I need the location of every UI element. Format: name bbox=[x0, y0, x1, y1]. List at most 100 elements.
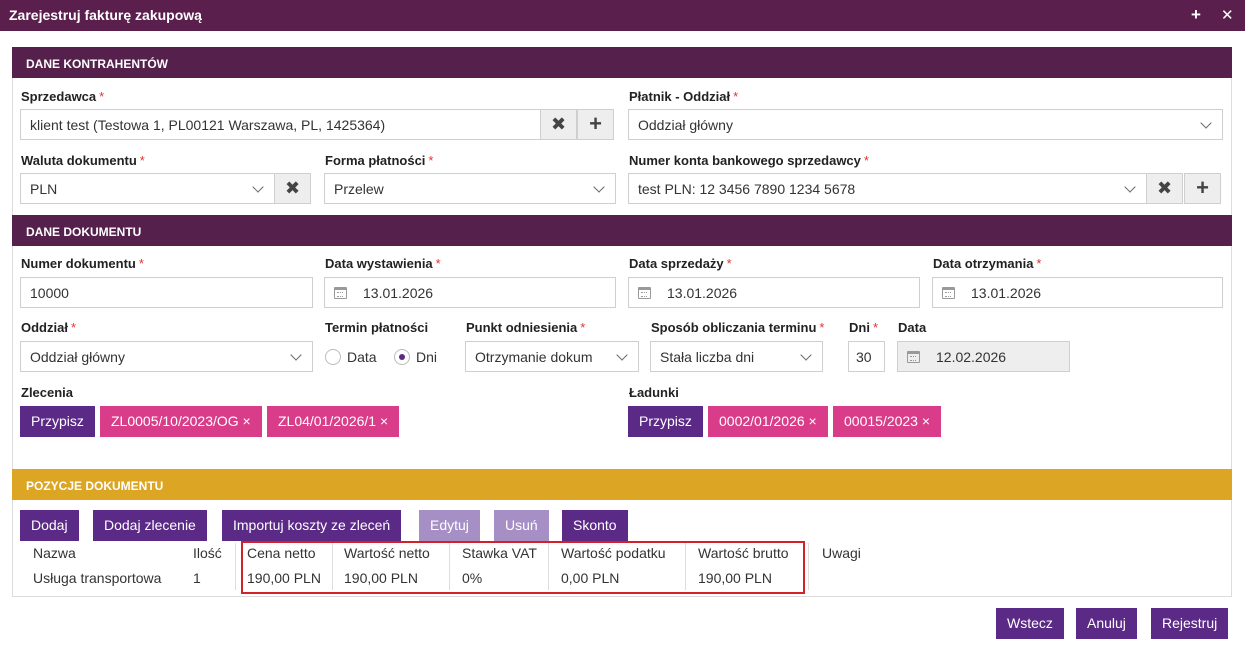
required-marker: * bbox=[1036, 256, 1042, 271]
termin-platnosci-label: Termin płatności bbox=[325, 320, 429, 335]
sprzedawca-field[interactable]: klient test (Testowa 1, PL00121 Warszawa… bbox=[20, 109, 541, 140]
oddzial-select[interactable]: Oddział główny bbox=[20, 341, 313, 372]
cell-stawka-vat[interactable]: 0% bbox=[462, 570, 483, 586]
sposob-label: Sposób obliczania terminu * bbox=[651, 320, 825, 335]
dodaj-button[interactable]: Dodaj bbox=[20, 510, 79, 541]
cell-wartosc-brutto[interactable]: 190,00 PLN bbox=[698, 570, 772, 586]
column-header-nazwa[interactable]: Nazwa bbox=[33, 545, 76, 561]
close-icon: ✖ bbox=[550, 114, 567, 134]
konto-label: Numer konta bankowego sprzedawcy * bbox=[629, 153, 869, 168]
waluta-select[interactable]: PLN bbox=[20, 173, 275, 204]
przypisz-ladunki-button[interactable]: Przypisz bbox=[628, 406, 703, 437]
required-marker: * bbox=[428, 153, 434, 168]
dni-input[interactable]: 30 bbox=[848, 341, 885, 372]
cell-wartosc-netto[interactable]: 190,00 PLN bbox=[344, 570, 418, 586]
sposob-obliczania-select[interactable]: Stała liczba dni bbox=[650, 341, 823, 372]
required-marker: * bbox=[138, 256, 144, 271]
close-icon[interactable]: ✕ bbox=[1221, 7, 1234, 24]
required-marker: * bbox=[733, 89, 739, 104]
dodaj-zlecenie-button[interactable]: Dodaj zlecenie bbox=[93, 510, 207, 541]
close-icon: ✖ bbox=[1156, 178, 1173, 198]
required-marker: * bbox=[580, 320, 586, 335]
termin-radio-data-label: Data bbox=[347, 349, 377, 365]
data-wystawienia-label: Data wystawienia * bbox=[325, 256, 441, 271]
przypisz-zlecenia-button[interactable]: Przypisz bbox=[20, 406, 95, 437]
termin-radio-dni-label: Dni bbox=[416, 349, 438, 365]
window-titlebar: Zarejestruj fakturę zakupową + ✕ bbox=[0, 0, 1245, 31]
platnik-label: Płatnik - Oddział * bbox=[629, 89, 739, 104]
window-title: Zarejestruj fakturę zakupową bbox=[9, 7, 202, 23]
platnik-select[interactable]: Oddział główny bbox=[628, 109, 1223, 140]
numer-label: Numer dokumentu * bbox=[21, 256, 144, 271]
close-icon: ✖ bbox=[284, 178, 301, 198]
section-header-pozycje: POZYCJE DOKUMENTU bbox=[12, 469, 1232, 500]
skonto-button[interactable]: Skonto bbox=[562, 510, 628, 541]
add-konto-button[interactable]: + bbox=[1184, 173, 1221, 204]
column-header-wartosc-brutto[interactable]: Wartość brutto bbox=[698, 545, 789, 561]
section-header-kontrahenci: DANE KONTRAHENTÓW bbox=[12, 47, 1232, 78]
data-label: Data bbox=[898, 320, 927, 335]
plus-icon[interactable]: + bbox=[1191, 5, 1201, 24]
calendar-icon bbox=[942, 287, 955, 299]
plus-icon: + bbox=[1196, 175, 1209, 200]
ladunki-label: Ładunki bbox=[629, 385, 679, 400]
ladunek-tag[interactable]: 0002/01/2026 × bbox=[708, 406, 828, 437]
calendar-icon bbox=[638, 287, 651, 299]
rejestruj-button[interactable]: Rejestruj bbox=[1151, 608, 1229, 639]
highlight-annotation-box bbox=[241, 541, 805, 594]
oddzial-label: Oddział * bbox=[21, 320, 77, 335]
required-marker: * bbox=[139, 153, 145, 168]
punkt-odniesienia-select[interactable]: Otrzymanie dokum bbox=[465, 341, 639, 372]
forma-platnosci-select[interactable]: Przelew bbox=[324, 173, 616, 204]
anuluj-button[interactable]: Anuluj bbox=[1076, 608, 1137, 639]
required-marker: * bbox=[872, 320, 879, 335]
data-sprzedazy-label: Data sprzedaży * bbox=[629, 256, 732, 271]
numer-dokumentu-input[interactable]: 10000 bbox=[20, 277, 313, 308]
cell-nazwa[interactable]: Usługa transportowa bbox=[33, 570, 162, 586]
column-separator bbox=[449, 543, 450, 590]
clear-konto-button[interactable]: ✖ bbox=[1146, 173, 1183, 204]
clear-waluta-button[interactable]: ✖ bbox=[274, 173, 311, 204]
cell-cena-netto[interactable]: 190,00 PLN bbox=[247, 570, 321, 586]
zlecenie-tag[interactable]: ZL04/01/2026/1 × bbox=[267, 406, 400, 437]
cell-wartosc-podatku[interactable]: 0,00 PLN bbox=[561, 570, 620, 586]
add-sprzedawca-button[interactable]: + bbox=[577, 109, 614, 140]
required-marker: * bbox=[863, 153, 869, 168]
waluta-label: Waluta dokumentu * bbox=[21, 153, 145, 168]
konto-bankowe-select[interactable]: test PLN: 12 3456 7890 1234 5678 bbox=[628, 173, 1147, 204]
importuj-koszty-button[interactable]: Importuj koszty ze zleceń bbox=[222, 510, 402, 541]
data-sprzedazy-input[interactable]: 13.01.2026 bbox=[628, 277, 920, 308]
zlecenie-tag[interactable]: ZL0005/10/2023/OG × bbox=[100, 406, 262, 437]
termin-radio-dni[interactable] bbox=[394, 349, 410, 365]
usun-button[interactable]: Usuń bbox=[494, 510, 549, 541]
column-separator bbox=[685, 543, 686, 590]
clear-sprzedawca-button[interactable]: ✖ bbox=[540, 109, 577, 140]
column-header-ilosc[interactable]: Ilość bbox=[193, 545, 222, 561]
forma-label: Forma płatności * bbox=[325, 153, 434, 168]
column-header-stawka-vat[interactable]: Stawka VAT bbox=[462, 545, 537, 561]
required-marker: * bbox=[99, 89, 105, 104]
column-header-wartosc-podatku[interactable]: Wartość podatku bbox=[561, 545, 666, 561]
column-header-wartosc-netto[interactable]: Wartość netto bbox=[344, 545, 430, 561]
data-terminu-input: 12.02.2026 bbox=[897, 341, 1070, 372]
column-header-uwagi[interactable]: Uwagi bbox=[822, 545, 861, 561]
calendar-icon bbox=[907, 351, 920, 363]
column-separator bbox=[332, 543, 333, 590]
wstecz-button[interactable]: Wstecz bbox=[996, 608, 1064, 639]
required-marker: * bbox=[819, 320, 825, 335]
dni-label: Dni * bbox=[849, 320, 879, 335]
data-otrzymania-input[interactable]: 13.01.2026 bbox=[932, 277, 1223, 308]
data-wystawienia-input[interactable]: 13.01.2026 bbox=[324, 277, 616, 308]
edytuj-button[interactable]: Edytuj bbox=[419, 510, 480, 541]
column-separator bbox=[235, 543, 236, 590]
plus-icon: + bbox=[589, 111, 602, 136]
cell-ilosc[interactable]: 1 bbox=[193, 570, 201, 586]
calendar-icon bbox=[334, 287, 347, 299]
column-header-cena-netto[interactable]: Cena netto bbox=[247, 545, 316, 561]
required-marker: * bbox=[726, 256, 732, 271]
data-otrzymania-label: Data otrzymania * bbox=[933, 256, 1042, 271]
ladunek-tag[interactable]: 00015/2023 × bbox=[833, 406, 942, 437]
required-marker: * bbox=[70, 320, 77, 335]
column-separator bbox=[548, 543, 549, 590]
termin-radio-data[interactable] bbox=[325, 349, 341, 365]
